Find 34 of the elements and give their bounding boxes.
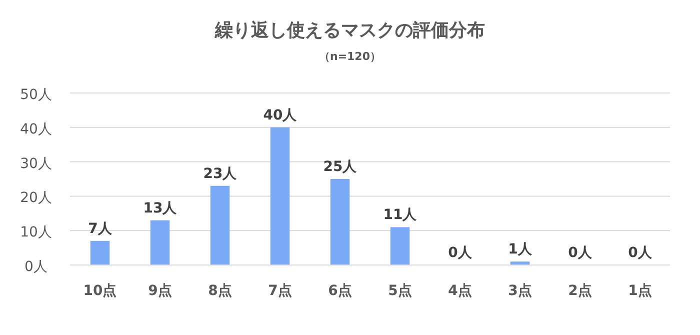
data-label: 23人 <box>203 166 238 182</box>
data-label: 25人 <box>323 159 358 175</box>
x-tick-label: 5点 <box>388 283 412 299</box>
data-label: 7人 <box>88 220 113 237</box>
x-tick-label: 8点 <box>208 283 232 299</box>
y-tick-label: 20人 <box>20 190 52 206</box>
data-label: 40人 <box>263 107 298 124</box>
y-tick-label: 50人 <box>20 87 52 103</box>
x-tick-label: 7点 <box>268 283 292 299</box>
bar <box>390 227 410 265</box>
x-tick-label: 6点 <box>328 283 352 299</box>
data-label: 0人 <box>628 245 653 261</box>
data-label: 0人 <box>448 245 473 261</box>
bar <box>150 220 170 265</box>
x-tick-label: 3点 <box>508 283 532 299</box>
x-tick-label: 4点 <box>448 283 472 299</box>
data-label: 1人 <box>508 242 533 258</box>
chart-title: 繰り返し使えるマスクの評価分布 <box>214 20 485 41</box>
x-tick-label: 2点 <box>568 283 592 299</box>
x-tick-label: 9点 <box>148 283 172 299</box>
chart-subtitle: （n=120） <box>318 50 382 63</box>
x-tick-label: 1点 <box>628 283 652 299</box>
y-tick-label: 30人 <box>20 156 52 172</box>
bar <box>270 127 290 265</box>
data-label: 11人 <box>383 207 418 224</box>
data-label: 13人 <box>143 200 178 216</box>
bar <box>210 186 230 265</box>
y-tick-label: 40人 <box>20 121 52 138</box>
data-label: 0人 <box>568 245 593 261</box>
bar <box>330 179 350 265</box>
x-tick-label: 10点 <box>83 283 117 299</box>
y-tick-label: 10人 <box>20 224 52 241</box>
bar <box>90 240 110 265</box>
y-tick-label: 0人 <box>24 259 48 275</box>
